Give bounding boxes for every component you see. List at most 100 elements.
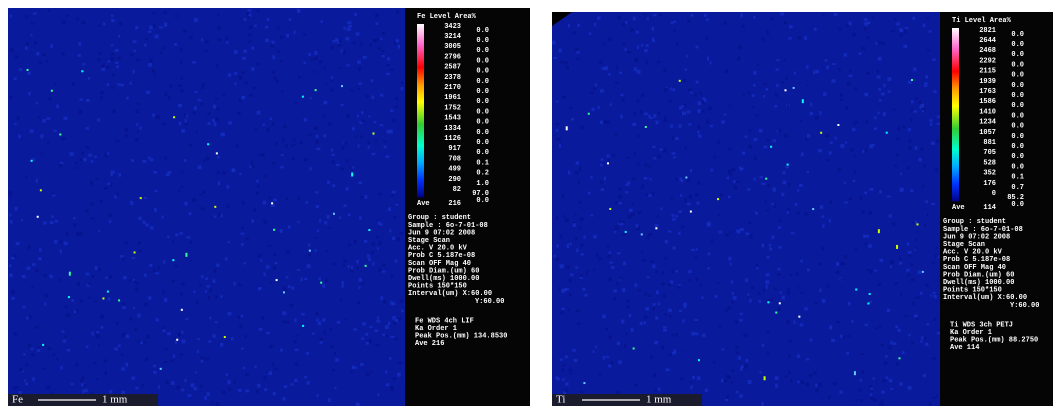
map-noise	[377, 46, 381, 50]
map-noise	[916, 230, 919, 234]
map-noise	[734, 320, 739, 324]
map-noise	[132, 69, 135, 74]
map-noise	[697, 101, 702, 106]
map-noise	[120, 83, 124, 87]
map-noise	[566, 244, 570, 249]
map-noise	[162, 329, 166, 333]
map-noise	[227, 380, 231, 385]
map-noise	[237, 315, 241, 319]
map-noise	[894, 163, 897, 167]
map-noise	[726, 395, 729, 399]
map-noise	[844, 141, 847, 144]
map-noise	[361, 119, 366, 123]
map-noise	[18, 391, 22, 395]
map-noise	[678, 284, 681, 287]
map-noise	[178, 188, 181, 193]
speckle	[302, 324, 305, 327]
map-noise	[226, 185, 230, 189]
map-noise	[272, 162, 276, 165]
map-noise	[220, 295, 224, 299]
map-noise	[357, 60, 361, 64]
map-noise	[710, 168, 714, 172]
map-noise	[65, 14, 69, 17]
map-noise	[148, 156, 151, 160]
map-noise	[822, 224, 825, 229]
map-noise	[86, 98, 90, 102]
map-noise	[205, 39, 209, 44]
map-noise	[9, 273, 13, 278]
map-noise	[564, 61, 569, 64]
map-noise	[702, 97, 706, 100]
map-noise	[24, 379, 27, 382]
map-noise	[361, 282, 364, 286]
map-noise	[101, 64, 105, 69]
map-noise	[894, 17, 897, 21]
map-noise	[853, 122, 856, 125]
map-noise	[651, 37, 655, 41]
map-noise	[931, 58, 936, 61]
area-value: 0.0	[476, 57, 489, 65]
map-noise	[839, 389, 843, 394]
map-noise	[222, 171, 227, 175]
map-noise	[587, 191, 591, 195]
map-noise	[892, 222, 896, 226]
map-noise	[387, 57, 391, 61]
map-noise	[306, 264, 311, 269]
map-noise	[926, 17, 930, 20]
map-noise	[206, 392, 210, 396]
map-noise	[346, 27, 351, 31]
map-noise	[692, 376, 696, 380]
map-noise	[365, 95, 369, 98]
speckle	[341, 85, 344, 88]
map-noise	[208, 340, 212, 343]
map-noise	[155, 272, 160, 275]
map-noise	[262, 219, 265, 223]
map-noise	[621, 319, 625, 324]
map-noise	[248, 25, 253, 30]
map-noise	[786, 104, 790, 109]
map-noise	[621, 220, 626, 223]
map-noise	[397, 372, 401, 377]
map-noise	[920, 340, 923, 343]
map-noise	[389, 129, 393, 134]
map-noise	[379, 124, 384, 127]
map-noise	[602, 42, 605, 45]
map-noise	[135, 287, 139, 292]
map-noise	[834, 136, 837, 140]
map-noise	[569, 242, 573, 246]
info-line: Interval(um) X:60.00	[408, 290, 492, 298]
map-noise	[59, 249, 62, 254]
map-noise	[226, 204, 229, 208]
map-noise	[195, 130, 198, 133]
map-noise	[633, 67, 637, 71]
info-line: Y:60.00	[475, 298, 504, 306]
map-noise	[777, 267, 781, 271]
map-noise	[370, 79, 374, 83]
map-noise	[591, 107, 595, 112]
map-noise	[269, 117, 272, 121]
map-noise	[262, 200, 267, 205]
map-noise	[608, 277, 613, 282]
speckle	[921, 270, 924, 273]
map-noise	[357, 300, 361, 305]
speckle	[784, 89, 787, 92]
map-noise	[920, 103, 925, 108]
speckle	[180, 308, 183, 311]
map-noise	[262, 123, 265, 127]
map-noise	[814, 115, 819, 120]
map-noise	[366, 372, 370, 377]
map-noise	[752, 71, 757, 75]
map-noise	[614, 201, 618, 205]
speckle	[820, 131, 823, 134]
map-noise	[910, 100, 914, 104]
map-noise	[635, 30, 639, 34]
map-noise	[216, 13, 220, 17]
map-noise	[171, 239, 174, 243]
map-noise	[215, 64, 219, 69]
map-noise	[197, 338, 200, 341]
map-noise	[860, 399, 864, 403]
map-noise	[197, 165, 202, 170]
map-noise	[118, 173, 121, 177]
map-noise	[335, 358, 339, 362]
map-noise	[777, 273, 781, 276]
